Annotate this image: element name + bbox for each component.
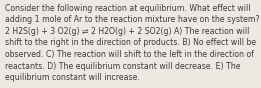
Text: 2 H2S(g) + 3 O2(g) ⇌ 2 H2O(g) + 2 SO2(g) A) The reaction will: 2 H2S(g) + 3 O2(g) ⇌ 2 H2O(g) + 2 SO2(g)… (5, 27, 249, 36)
Text: equilibrium constant will increase.: equilibrium constant will increase. (5, 73, 140, 82)
Text: Consider the following reaction at equilibrium. What effect will: Consider the following reaction at equil… (5, 4, 250, 12)
Text: adding 1 mole of Ar to the reaction mixture have on the system?: adding 1 mole of Ar to the reaction mixt… (5, 15, 259, 24)
Text: reactants. D) The equilibrium constant will decrease. E) The: reactants. D) The equilibrium constant w… (5, 62, 240, 71)
Text: shift to the right in the direction of products. B) No effect will be: shift to the right in the direction of p… (5, 38, 256, 47)
Text: observed. C) The reaction will shift to the left in the direction of: observed. C) The reaction will shift to … (5, 50, 254, 59)
